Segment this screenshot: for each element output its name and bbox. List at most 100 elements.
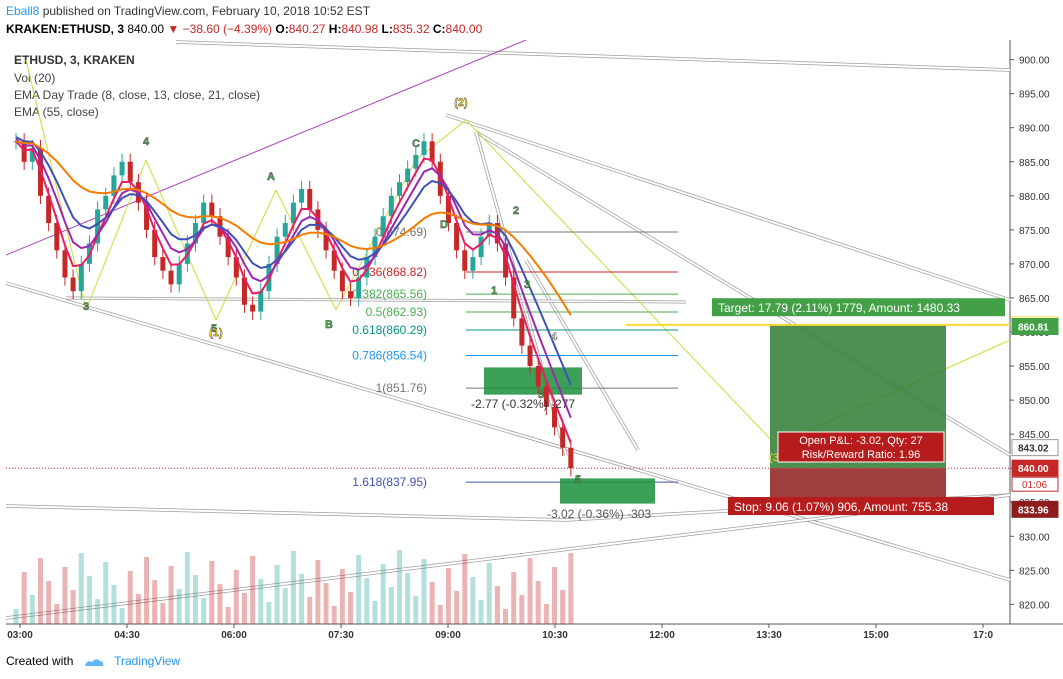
volume-bar — [160, 603, 166, 624]
volume-bar — [217, 584, 223, 624]
volume-bar — [372, 601, 378, 624]
volume-bar — [54, 604, 60, 624]
candle-body — [201, 202, 207, 224]
volume-bar — [552, 567, 558, 624]
trendline — [525, 259, 639, 451]
open-label: O: — [275, 22, 289, 36]
ema-line — [15, 140, 572, 316]
fib-level-label: 1.618(837.95) — [352, 475, 427, 489]
tradingview-link[interactable]: TradingView — [114, 654, 181, 668]
candle-body — [176, 263, 182, 285]
candle-body — [413, 154, 419, 169]
x-tick-label: 04:30 — [114, 630, 140, 641]
volume-bar — [193, 575, 199, 624]
volume-bar — [478, 600, 484, 624]
trendline — [445, 114, 1011, 301]
ema-line — [15, 138, 572, 419]
candle-body — [209, 202, 215, 217]
candle-body — [543, 386, 549, 407]
price-tag-label: 833.96 — [1018, 505, 1049, 516]
candle-body — [144, 202, 150, 230]
volume-bar — [445, 568, 451, 624]
candle-body — [46, 195, 52, 224]
volume-bar — [37, 558, 43, 624]
volume-bar — [95, 599, 101, 624]
last-price: 840.00 — [127, 22, 165, 36]
candle-body — [339, 270, 345, 292]
candle-body — [568, 447, 574, 469]
volume-bar — [62, 567, 68, 624]
candle-body — [348, 291, 354, 298]
price-chart[interactable]: 900.00 895.00 890.00 885.00 880.00 875.00 870.… — [6, 40, 1063, 642]
candle-body — [21, 141, 27, 162]
volume-bar — [380, 564, 386, 624]
volume-bar — [282, 588, 288, 624]
volume-bar — [356, 555, 362, 624]
author-link[interactable]: Eball8 — [6, 4, 40, 18]
volume-bar — [13, 609, 19, 624]
volume-bar — [176, 589, 182, 624]
candle-body — [70, 277, 76, 292]
fib-level-label: 0.5(862.93) — [366, 305, 427, 319]
y-tick-label: 890.00 — [1019, 124, 1050, 135]
x-tick-label: 12:00 — [649, 630, 675, 641]
volume-bar — [111, 585, 117, 624]
price-tag-label: 860.81 — [1018, 322, 1049, 333]
trendline — [6, 282, 1011, 581]
wave-label: C — [412, 138, 420, 150]
volume-bar — [233, 570, 239, 624]
volume-bar — [274, 565, 280, 624]
candle-body — [445, 195, 451, 224]
candle-body — [388, 195, 394, 217]
candle-body — [225, 236, 231, 258]
candle-body — [54, 223, 60, 251]
candle-body — [282, 223, 288, 237]
volume-bar — [323, 583, 329, 624]
candle-body — [331, 250, 337, 271]
channel-line — [6, 40, 527, 256]
candle-body — [380, 216, 386, 237]
volume-bar — [201, 598, 207, 624]
candle-body — [103, 195, 109, 210]
volume-bar — [29, 595, 35, 624]
measure-label: -2.77 (-0.32%) -277 — [471, 397, 575, 411]
x-tick-label: 15:00 — [863, 630, 889, 641]
price-tag — [1011, 500, 1059, 518]
wave-label: (1) — [209, 327, 223, 339]
legend-symbol: ETHUSD, 3, KRAKEN — [14, 53, 135, 67]
volume-bar — [266, 602, 272, 624]
ema-line — [15, 140, 572, 444]
wave-label: 1 — [491, 285, 497, 297]
legend-indicator: Vol (20) — [14, 71, 55, 85]
low-value: 835.32 — [392, 22, 430, 36]
volume-bar — [184, 552, 190, 624]
candle-body — [470, 257, 476, 271]
volume-bar — [527, 558, 533, 624]
candle-body — [290, 202, 296, 224]
target-label-box — [712, 298, 1005, 317]
trendline — [475, 131, 567, 456]
measure-label: -3.02 (-0.36%) -303 — [547, 507, 651, 521]
support-line — [65, 297, 687, 303]
volume-bar — [535, 581, 541, 624]
candle-body — [396, 182, 402, 196]
candle-body — [511, 277, 517, 319]
fib-box — [484, 367, 582, 395]
candle-body — [29, 148, 35, 162]
fib-level-label: 0.382(865.56) — [352, 287, 427, 301]
x-tick-label: 13:30 — [756, 630, 782, 641]
candle-body — [454, 223, 460, 251]
y-tick-label: 865.00 — [1019, 294, 1050, 305]
candle-body — [421, 141, 427, 155]
fib-level-label: 0.236(868.82) — [352, 265, 427, 279]
candle-body — [307, 189, 313, 210]
x-tick-label: 06:00 — [221, 630, 247, 641]
candle-body — [95, 209, 101, 244]
publish-header: Eball8 published on TradingView.com, Feb… — [6, 4, 370, 18]
price-tag — [1011, 459, 1059, 477]
x-tick-label: 10:30 — [542, 630, 568, 641]
fib-level-label: 1(851.76) — [376, 381, 427, 395]
volume-bar — [511, 572, 517, 624]
symbol-name[interactable]: KRAKEN:ETHUSD, 3 — [6, 22, 125, 36]
wave-label: 2 — [513, 205, 519, 217]
